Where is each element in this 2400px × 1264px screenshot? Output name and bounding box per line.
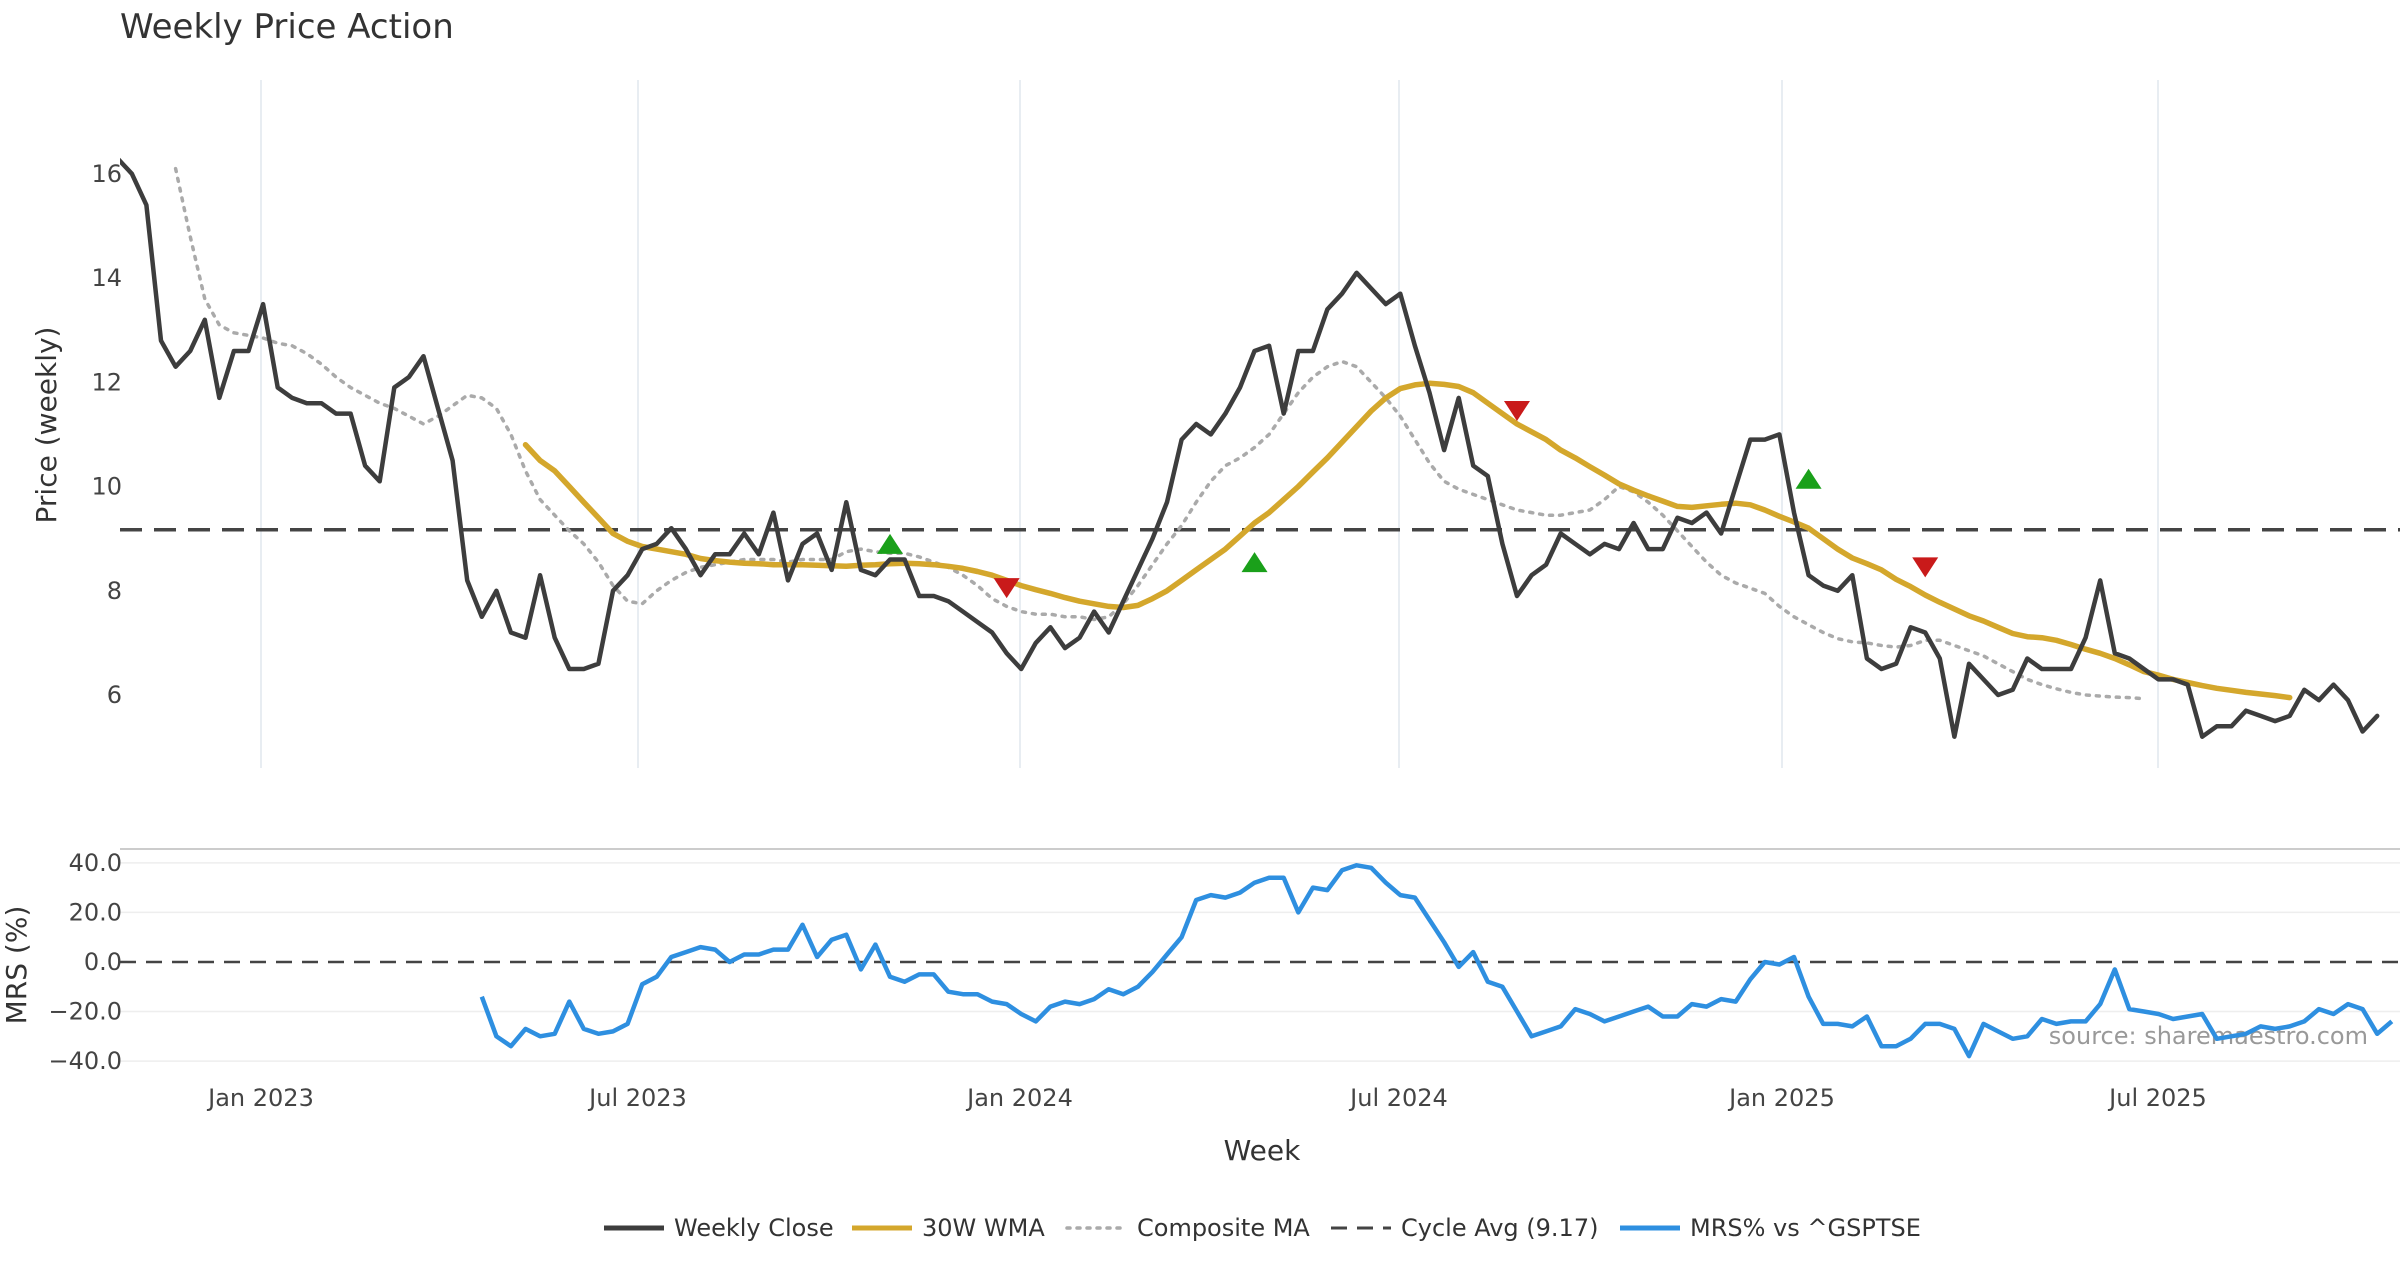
x-tick-label: Jan 2023 xyxy=(206,1084,314,1112)
price-y-tick-label: 6 xyxy=(107,681,122,709)
buy-signal-marker xyxy=(1795,468,1822,489)
price-y-tick-label: 14 xyxy=(91,264,122,292)
price-y-tick-label: 8 xyxy=(107,577,122,605)
sell-signal-marker xyxy=(993,578,1020,599)
wma-30w-line xyxy=(522,380,2293,701)
composite-ma-line xyxy=(173,166,2146,701)
x-tick-label: Jul 2023 xyxy=(587,1084,687,1112)
x-tick-label: Jan 2025 xyxy=(1727,1084,1835,1112)
legend-label-close: Weekly Close xyxy=(674,1214,834,1242)
chart-title: Weekly Price Action xyxy=(120,7,454,47)
x-tick-label: Jul 2024 xyxy=(1348,1084,1448,1112)
legend-label-wma: 30W WMA xyxy=(922,1214,1045,1242)
mrs-y-tick-label: 0.0 xyxy=(84,948,122,976)
mrs-y-tick-label: −40.0 xyxy=(48,1047,122,1075)
price-axis-label: Price (weekly) xyxy=(30,327,63,524)
mrs-line xyxy=(479,863,2394,1059)
x-tick-label: Jul 2025 xyxy=(2107,1084,2207,1112)
legend-label-mrs: MRS% vs ^GSPTSE xyxy=(1690,1214,1921,1242)
mrs-y-tick-label: 20.0 xyxy=(69,898,122,926)
sell-signal-marker xyxy=(1912,557,1939,578)
x-axis-label: Week xyxy=(1224,1134,1301,1167)
mrs-y-tick-label: −20.0 xyxy=(48,998,122,1026)
weekly-close-line xyxy=(120,157,2380,739)
sell-signal-marker xyxy=(1503,400,1530,421)
price-y-tick-label: 16 xyxy=(91,160,122,188)
legend-label-composite: Composite MA xyxy=(1137,1214,1310,1242)
legend: Weekly Close 30W WMA Composite MA Cycle Avg… xyxy=(604,1214,1921,1242)
buy-signal-marker xyxy=(877,533,904,554)
x-tick-label: Jan 2024 xyxy=(965,1084,1073,1112)
buy-signal-marker xyxy=(1241,552,1268,573)
price-y-tick-label: 10 xyxy=(91,473,122,501)
mrs-y-tick-label: 40.0 xyxy=(69,849,122,877)
legend-label-cycle: Cycle Avg (9.17) xyxy=(1401,1214,1598,1242)
mrs-axis-label: MRS (%) xyxy=(0,906,33,1025)
price-y-tick-label: 12 xyxy=(91,368,122,396)
plot-layer: Jan 2023 Jul 2023 Jan 2024 Jul 2024 Jan 2025… xyxy=(48,80,2400,1112)
